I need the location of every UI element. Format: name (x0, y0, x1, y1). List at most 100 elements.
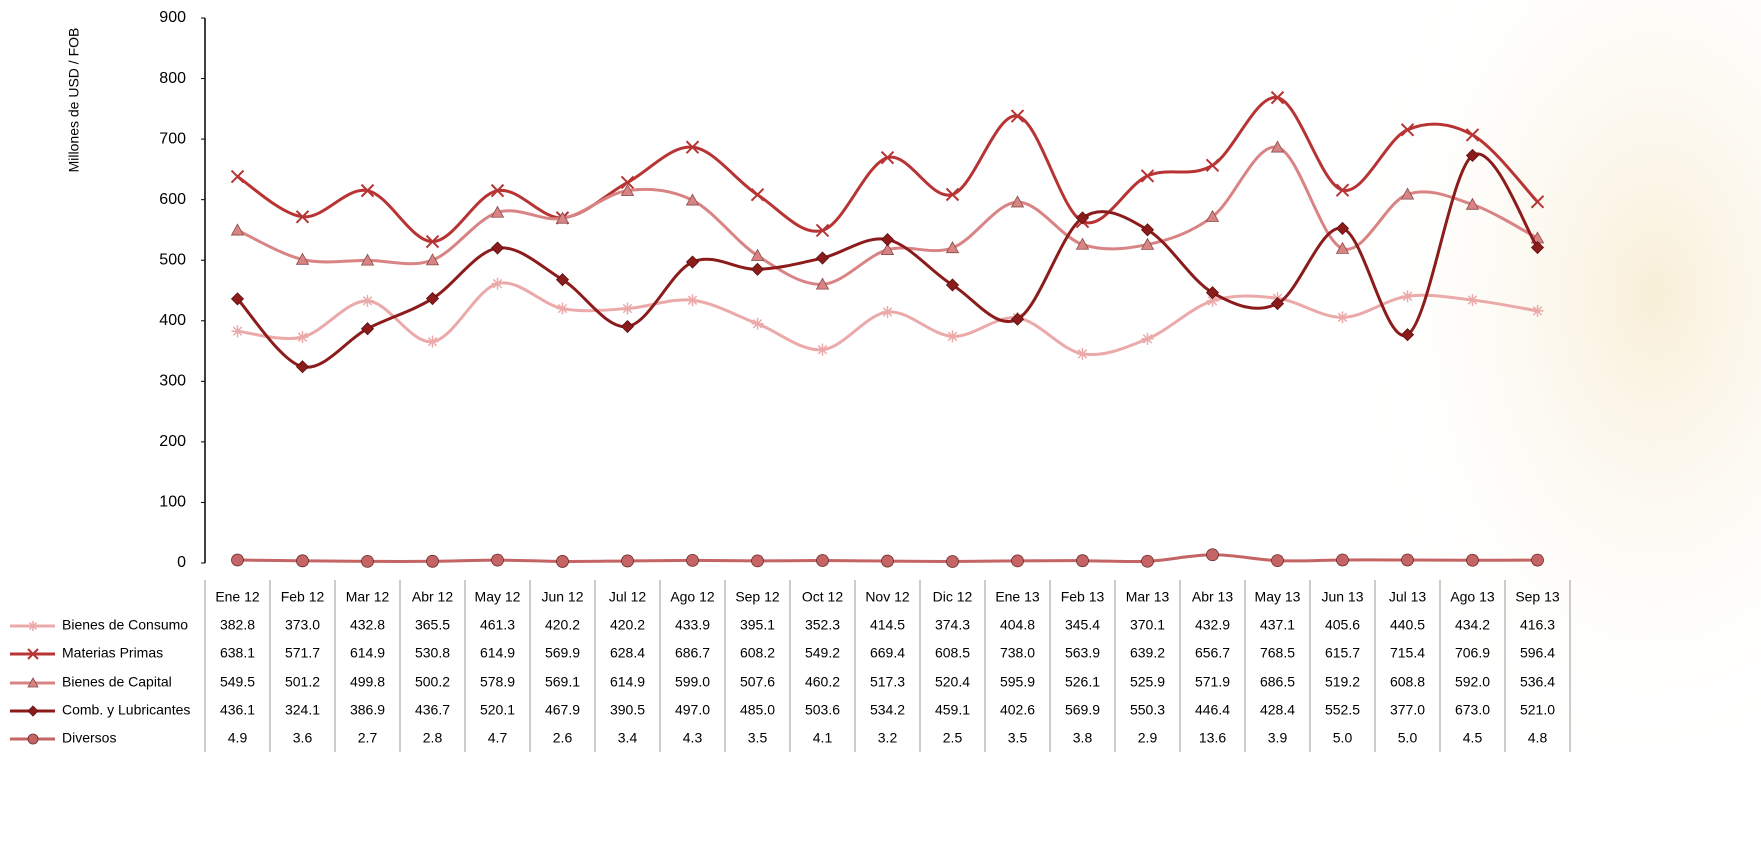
marker (1140, 237, 1155, 250)
marker (686, 294, 699, 307)
table-value: 706.9 (1455, 645, 1490, 661)
table-value: 461.3 (480, 617, 515, 633)
table-value: 549.5 (220, 674, 255, 690)
marker (750, 187, 765, 202)
table-value: 571.7 (285, 645, 320, 661)
table-value: 352.3 (805, 617, 840, 633)
y-tick-label: 700 (159, 130, 186, 147)
marker (945, 187, 960, 202)
table-value: 525.9 (1130, 674, 1165, 690)
y-tick-label: 900 (159, 9, 186, 26)
marker (490, 241, 505, 255)
table-value: 4.5 (1463, 730, 1483, 746)
marker (556, 302, 569, 315)
table-value: 521.0 (1520, 702, 1555, 718)
marker (1466, 294, 1479, 307)
marker (1205, 158, 1220, 173)
table-value: 569.9 (545, 645, 580, 661)
marker (1010, 312, 1025, 326)
marker (296, 554, 309, 568)
marker (816, 343, 829, 356)
table-value: 2.8 (423, 730, 443, 746)
x-tick-label: Sep 12 (735, 589, 780, 605)
table-value: 738.0 (1000, 645, 1035, 661)
marker (555, 273, 570, 287)
y-tick-label: 0 (177, 554, 186, 571)
table-value: 374.3 (935, 617, 970, 633)
table-value: 416.3 (1520, 617, 1555, 633)
marker (1205, 209, 1220, 222)
table-value: 519.2 (1325, 674, 1360, 690)
table-value: 4.7 (488, 730, 508, 746)
table-value: 638.1 (220, 645, 255, 661)
y-axis-label: Millones de USD / FOB (66, 28, 82, 173)
table-value: 549.2 (805, 645, 840, 661)
table-value: 639.2 (1130, 645, 1165, 661)
x-tick-label: Jul 13 (1389, 589, 1427, 605)
marker (1076, 554, 1089, 568)
table-value: 437.1 (1260, 617, 1295, 633)
legend-marker (27, 648, 39, 660)
marker (1336, 553, 1349, 567)
x-tick-label: May 12 (475, 589, 521, 605)
legend-label: Bienes de Consumo (62, 617, 188, 633)
marker (621, 302, 634, 315)
table-value: 13.6 (1199, 730, 1226, 746)
table-value: 656.7 (1195, 645, 1230, 661)
y-tick-label: 800 (159, 70, 186, 87)
marker (1010, 109, 1025, 123)
table-value: 530.8 (415, 645, 450, 661)
marker (685, 140, 700, 154)
marker (295, 210, 310, 224)
x-tick-label: Abr 12 (412, 589, 453, 605)
marker (1140, 223, 1155, 237)
table-value: 2.7 (358, 730, 378, 746)
x-tick-label: Feb 12 (281, 589, 325, 605)
table-value: 432.9 (1195, 617, 1230, 633)
x-tick-label: Feb 13 (1061, 589, 1105, 605)
table-value: 608.5 (935, 645, 970, 661)
marker (750, 248, 765, 261)
marker (1075, 237, 1090, 250)
table-value: 578.9 (480, 674, 515, 690)
table-value: 608.8 (1390, 674, 1425, 690)
table-value: 382.8 (220, 617, 255, 633)
marker (815, 251, 830, 265)
table-value: 420.2 (610, 617, 645, 633)
table-value: 571.9 (1195, 674, 1230, 690)
table-value: 324.1 (285, 702, 320, 718)
x-tick-label: Oct 12 (802, 589, 843, 605)
marker (816, 554, 829, 567)
x-tick-label: Sep 13 (1515, 589, 1560, 605)
marker (425, 234, 440, 249)
marker (490, 205, 505, 218)
table-value: 370.1 (1130, 617, 1165, 633)
table-value: 2.9 (1138, 730, 1158, 746)
marker (1531, 304, 1544, 317)
table-value: 428.4 (1260, 702, 1295, 718)
marker (295, 252, 310, 265)
table-value: 2.5 (943, 730, 963, 746)
table-value: 402.6 (1000, 702, 1035, 718)
table-value: 420.2 (545, 617, 580, 633)
marker (1335, 221, 1350, 235)
table-value: 563.9 (1065, 645, 1100, 661)
table-value: 4.1 (813, 730, 833, 746)
table-value: 404.8 (1000, 617, 1035, 633)
legend-label: Bienes de Capital (62, 674, 172, 690)
table-value: 446.4 (1195, 702, 1230, 718)
marker (620, 183, 635, 196)
table-value: 595.9 (1000, 674, 1035, 690)
marker (360, 253, 375, 266)
marker (231, 553, 244, 567)
legend-marker (27, 733, 39, 745)
marker (426, 554, 439, 568)
series-line (236, 96, 1539, 244)
marker (230, 223, 245, 236)
marker (1401, 553, 1414, 567)
marker (685, 255, 700, 269)
table-value: 520.1 (480, 702, 515, 718)
table-value: 596.4 (1520, 645, 1555, 661)
marker (1010, 195, 1025, 208)
table-value: 386.9 (350, 702, 385, 718)
